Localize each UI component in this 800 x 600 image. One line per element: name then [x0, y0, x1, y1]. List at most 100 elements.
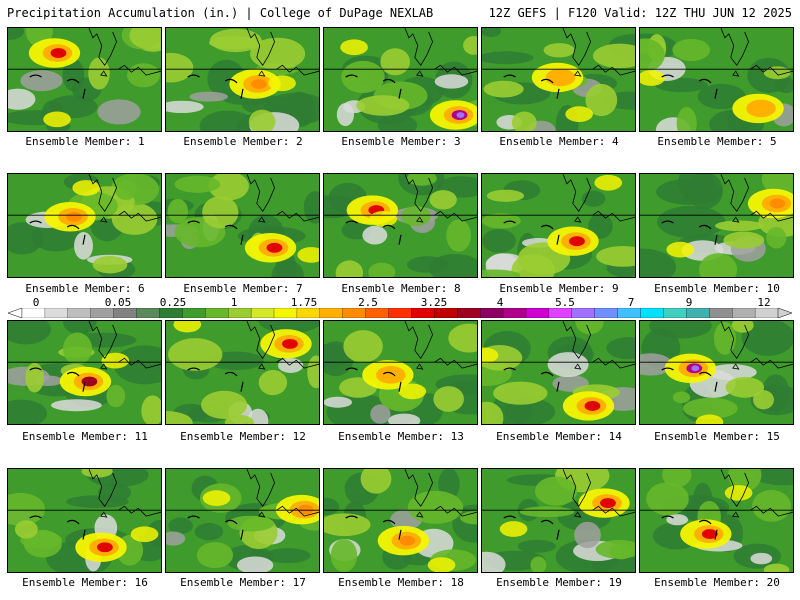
colorbar-segment [113, 308, 137, 318]
ensemble-panel [481, 173, 636, 278]
colorbar-segment [686, 308, 710, 318]
precip-map-member-9 [482, 174, 635, 277]
ensemble-panel [481, 320, 636, 425]
ensemble-panel [7, 320, 162, 425]
colorbar-segment [228, 308, 252, 318]
colorbar-scale [8, 308, 792, 318]
colorbar: 0 0.05 0.25 1 1.75 2.5 3.25 4 5.5 7 9 12 [8, 296, 792, 320]
colorbar-tick-label: 2.5 [358, 296, 378, 309]
precip-map-member-2 [166, 28, 319, 131]
precip-map-member-4 [482, 28, 635, 131]
ensemble-panel [481, 27, 636, 132]
precip-map-member-5 [640, 28, 793, 131]
colorbar-segment [548, 308, 573, 318]
ensemble-member-label: Ensemble Member: 17 [180, 576, 306, 589]
colorbar-left-arrow [8, 308, 23, 318]
colorbar-segment [457, 308, 481, 318]
ensemble-panel [7, 173, 162, 278]
colorbar-segment [709, 308, 733, 318]
ensemble-member-label: Ensemble Member: 4 [499, 135, 619, 148]
precip-map-member-20 [640, 469, 793, 572]
ensemble-panel [165, 27, 320, 132]
colorbar-segment [136, 308, 160, 318]
precip-map-member-3 [324, 28, 477, 131]
precip-map-member-19 [482, 469, 635, 572]
ensemble-member-label: Ensemble Member: 7 [183, 282, 303, 295]
ensemble-panel [639, 320, 794, 425]
colorbar-segment [502, 308, 527, 318]
colorbar-segment [205, 308, 229, 318]
precip-map-member-1 [8, 28, 161, 131]
colorbar-tick-labels: 0 0.05 0.25 1 1.75 2.5 3.25 4 5.5 7 9 12 [8, 296, 792, 309]
ensemble-member-label: Ensemble Member: 1 [25, 135, 145, 148]
colorbar-segment [342, 308, 367, 318]
colorbar-tick-label: 9 [685, 296, 693, 309]
run-info: 12Z GEFS | F120 Valid: 12Z THU JUN 12 20… [488, 6, 792, 20]
colorbar-segment [594, 308, 619, 318]
colorbar-tick-label: 5.5 [555, 296, 575, 309]
precip-map-member-13 [324, 321, 477, 424]
colorbar-segment [732, 308, 756, 318]
ensemble-panel [323, 27, 478, 132]
colorbar-segment [388, 308, 412, 318]
colorbar-segment [159, 308, 183, 318]
ensemble-member-label: Ensemble Member: 20 [654, 576, 780, 589]
ensemble-panel [639, 27, 794, 132]
ensemble-member-label: Ensemble Member: 13 [338, 430, 464, 443]
colorbar-segment [90, 308, 115, 318]
ensemble-member-label: Ensemble Member: 12 [180, 430, 306, 443]
ensemble-member-label: Ensemble Member: 16 [22, 576, 148, 589]
ensemble-panel [165, 173, 320, 278]
ensemble-member-label: Ensemble Member: 10 [654, 282, 780, 295]
colorbar-tick-label: 0 [32, 296, 40, 309]
ensemble-member-label: Ensemble Member: 15 [654, 430, 780, 443]
ensemble-panel [639, 173, 794, 278]
colorbar-tick-label: 4 [496, 296, 504, 309]
colorbar-segment [250, 308, 275, 318]
colorbar-segment [571, 308, 596, 318]
colorbar-tick-label: 0.25 [159, 296, 187, 309]
ensemble-panel [7, 468, 162, 573]
colorbar-segment [434, 308, 458, 318]
ensemble-member-label: Ensemble Member: 9 [499, 282, 619, 295]
colorbar-segment [411, 308, 435, 318]
colorbar-segment [365, 308, 390, 318]
colorbar-segment [67, 308, 92, 318]
colorbar-tick-label: 3.25 [420, 296, 448, 309]
colorbar-segment [754, 308, 779, 318]
colorbar-segment [182, 308, 206, 318]
ensemble-member-label: Ensemble Member: 14 [496, 430, 622, 443]
precip-map-member-14 [482, 321, 635, 424]
ensemble-panel [639, 468, 794, 573]
colorbar-segment [480, 308, 504, 318]
colorbar-segment [319, 308, 344, 318]
ensemble-member-label: Ensemble Member: 6 [25, 282, 145, 295]
chart-title: Precipitation Accumulation (in.) | Colle… [7, 6, 434, 20]
ensemble-panel [165, 320, 320, 425]
ensemble-member-label: Ensemble Member: 18 [338, 576, 464, 589]
ensemble-member-label: Ensemble Member: 19 [496, 576, 622, 589]
colorbar-tick-label: 0.05 [104, 296, 132, 309]
precip-map-member-18 [324, 469, 477, 572]
ensemble-panel [7, 27, 162, 132]
colorbar-segment [296, 308, 321, 318]
ensemble-panel [323, 173, 478, 278]
ensemble-member-label: Ensemble Member: 11 [22, 430, 148, 443]
precip-map-member-8 [324, 174, 477, 277]
precip-map-member-11 [8, 321, 161, 424]
precip-map-member-10 [640, 174, 793, 277]
precip-map-member-16 [8, 469, 161, 572]
ensemble-panel [323, 320, 478, 425]
colorbar-right-arrow [777, 308, 792, 318]
colorbar-tick-label: 7 [627, 296, 635, 309]
precip-map-member-15 [640, 321, 793, 424]
ensemble-panel [481, 468, 636, 573]
colorbar-segment [617, 308, 642, 318]
precip-map-member-6 [8, 174, 161, 277]
colorbar-segment [21, 308, 46, 318]
ensemble-panel [165, 468, 320, 573]
colorbar-tick-label: 1.75 [290, 296, 318, 309]
colorbar-segment [640, 308, 664, 318]
ensemble-member-label: Ensemble Member: 3 [341, 135, 461, 148]
colorbar-segment [44, 308, 69, 318]
